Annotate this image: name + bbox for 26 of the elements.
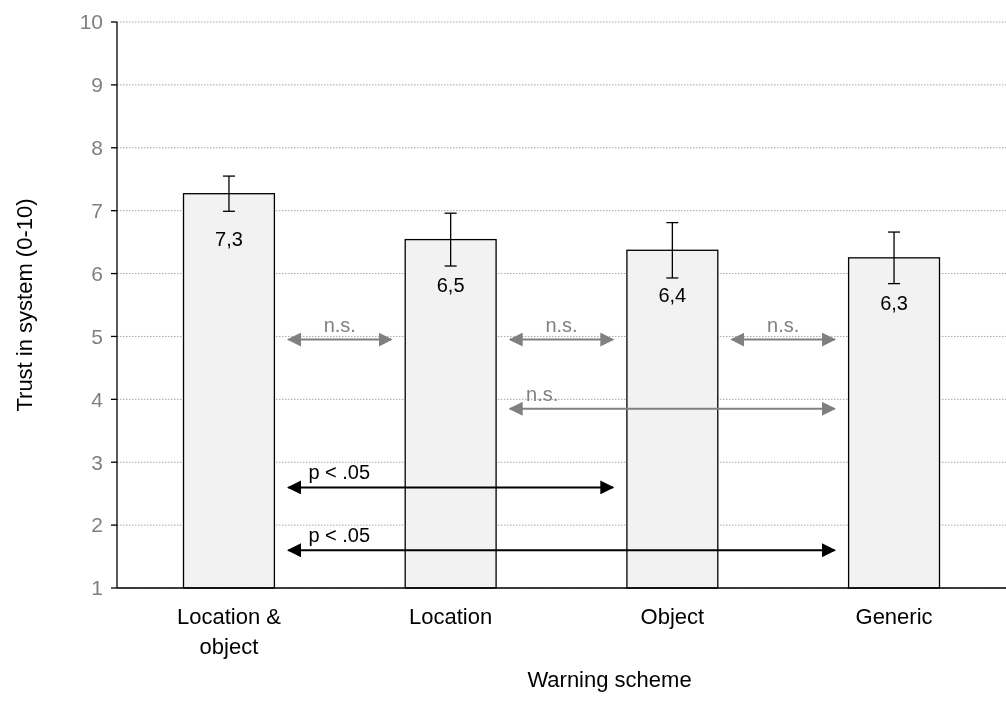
data-label: 6,3 bbox=[880, 291, 908, 314]
x-tick-label: Location bbox=[409, 604, 493, 629]
annotation: n.s. bbox=[767, 313, 800, 336]
y-axis-title: Trust in system (0-10) bbox=[12, 198, 37, 412]
y-tick-label: 2 bbox=[91, 513, 103, 537]
annotation: n.s. bbox=[323, 313, 356, 336]
y-tick-label: 6 bbox=[91, 261, 103, 285]
y-tick-label: 3 bbox=[91, 450, 103, 474]
data-label: 6,5 bbox=[436, 273, 465, 296]
annotation: n.s. bbox=[545, 313, 578, 336]
data-label: 6,4 bbox=[658, 284, 687, 307]
annotation: p < .05 bbox=[308, 524, 371, 547]
x-axis-title: Warning scheme bbox=[527, 667, 692, 692]
x-tick-label: Object bbox=[640, 604, 705, 629]
annotation: p < .05 bbox=[308, 461, 371, 484]
y-tick-label: 7 bbox=[91, 199, 103, 223]
annotation: n.s. bbox=[526, 382, 559, 405]
x-tick-label: Location & object bbox=[176, 604, 282, 659]
y-tick-label: 9 bbox=[91, 73, 103, 97]
y-tick-label: 8 bbox=[91, 136, 103, 160]
y-tick-label: 10 bbox=[79, 10, 103, 34]
y-tick-label: 1 bbox=[91, 576, 103, 600]
data-label: 7,3 bbox=[215, 227, 243, 250]
y-tick-label: 5 bbox=[91, 324, 103, 348]
x-tick-label: Generic bbox=[855, 604, 933, 629]
y-tick-label: 4 bbox=[91, 387, 104, 411]
